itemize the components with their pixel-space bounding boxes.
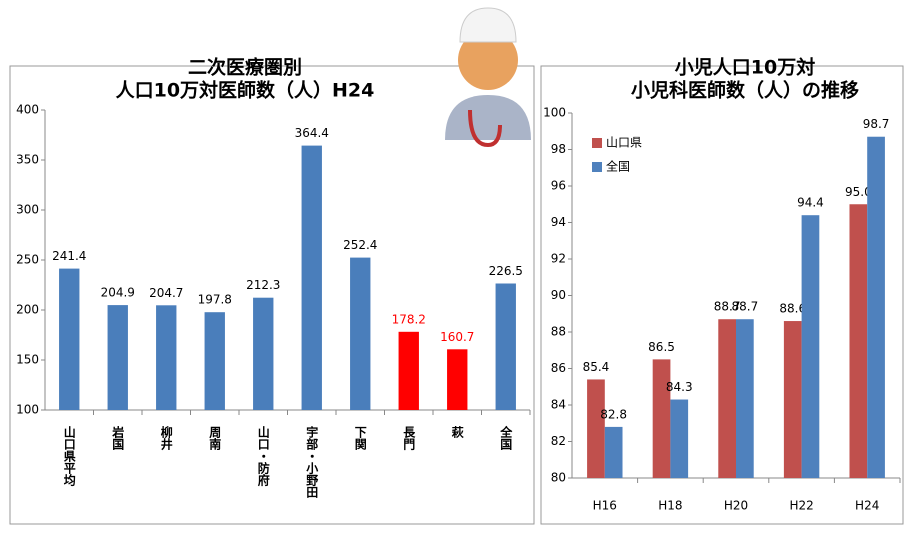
doctor-icon xyxy=(445,8,531,145)
y-tick-label: 350 xyxy=(16,153,39,167)
value-label: 197.8 xyxy=(198,293,232,307)
bar xyxy=(302,146,322,410)
y-tick-label: 84 xyxy=(551,398,566,412)
value-label: 241.4 xyxy=(52,249,86,263)
chart-title: 小児人口10万対 xyxy=(675,56,815,79)
y-tick-label: 300 xyxy=(16,203,39,217)
value-label: 204.7 xyxy=(149,286,183,300)
value-label: 98.7 xyxy=(863,117,890,131)
y-tick-label: 86 xyxy=(551,361,566,375)
value-label: 84.3 xyxy=(666,380,693,394)
chart-title: 二次医療圏別 xyxy=(188,56,302,79)
bar xyxy=(496,284,516,411)
bar xyxy=(718,319,736,478)
y-tick-label: 80 xyxy=(551,471,566,485)
x-tick-label: 山口・防府 xyxy=(256,425,270,487)
bar xyxy=(670,400,688,478)
value-label: 252.4 xyxy=(343,238,377,252)
bar xyxy=(59,269,79,410)
x-tick-label: H16 xyxy=(593,499,617,513)
bar xyxy=(867,137,885,478)
value-label: 88.7 xyxy=(731,300,758,314)
bar xyxy=(587,379,605,478)
x-tick-label: 長門 xyxy=(402,425,416,451)
y-tick-label: 100 xyxy=(543,106,566,120)
legend-swatch xyxy=(592,138,602,148)
y-tick-label: 100 xyxy=(16,403,39,417)
y-tick-label: 98 xyxy=(551,142,566,156)
value-label: 82.8 xyxy=(600,407,627,421)
x-tick-label: 山口県平均 xyxy=(62,425,76,487)
value-label: 160.7 xyxy=(440,330,474,344)
y-tick-label: 250 xyxy=(16,253,39,267)
bar xyxy=(653,359,671,478)
y-tick-label: 90 xyxy=(551,288,566,302)
x-tick-label: 周南 xyxy=(208,426,222,451)
bar xyxy=(350,258,370,410)
x-tick-label: 岩国 xyxy=(111,425,125,451)
value-label: 364.4 xyxy=(295,126,329,140)
value-label: 94.4 xyxy=(797,196,824,210)
value-label: 226.5 xyxy=(489,264,523,278)
y-tick-label: 96 xyxy=(551,179,566,193)
value-label: 204.9 xyxy=(101,286,135,300)
bar xyxy=(399,332,419,410)
bar xyxy=(784,321,802,478)
x-tick-label: 柳井 xyxy=(159,425,173,451)
x-tick-label: 下関 xyxy=(353,426,367,451)
bar xyxy=(605,427,623,478)
bar xyxy=(108,305,128,410)
value-label: 178.2 xyxy=(392,312,426,326)
y-tick-label: 200 xyxy=(16,303,39,317)
y-tick-label: 92 xyxy=(551,252,566,266)
value-label: 85.4 xyxy=(583,360,610,374)
bar xyxy=(205,312,225,410)
value-label: 86.5 xyxy=(648,340,675,354)
legend-label: 全国 xyxy=(606,159,630,174)
x-tick-label: H22 xyxy=(789,499,813,513)
chart-title: 小児科医師数（人）の推移 xyxy=(631,79,859,102)
bar xyxy=(802,215,820,478)
y-tick-label: 94 xyxy=(551,215,566,229)
x-tick-label: H24 xyxy=(855,499,879,513)
bar xyxy=(156,305,176,410)
x-tick-label: H18 xyxy=(658,499,682,513)
page: 二次医療圏別人口10万対医師数（人）H24 100 150 200 250 300 350 4… xyxy=(0,0,905,529)
bar xyxy=(447,349,467,410)
x-tick-label: 萩 xyxy=(450,425,464,439)
y-tick-label: 88 xyxy=(551,325,566,339)
chart-title: 人口10万対医師数（人）H24 xyxy=(116,79,375,102)
legend-swatch xyxy=(592,162,602,172)
y-tick-label: 400 xyxy=(16,103,39,117)
y-tick-label: 150 xyxy=(16,353,39,367)
y-tick-label: 82 xyxy=(551,434,566,448)
x-tick-label: 全国 xyxy=(499,425,513,451)
x-tick-label: H20 xyxy=(724,499,748,513)
bar xyxy=(253,298,273,410)
bar xyxy=(736,319,754,478)
x-tick-label: 宇部・小野田 xyxy=(305,425,319,499)
legend-label: 山口県 xyxy=(606,136,642,150)
value-label: 212.3 xyxy=(246,278,280,292)
bar xyxy=(849,204,867,478)
